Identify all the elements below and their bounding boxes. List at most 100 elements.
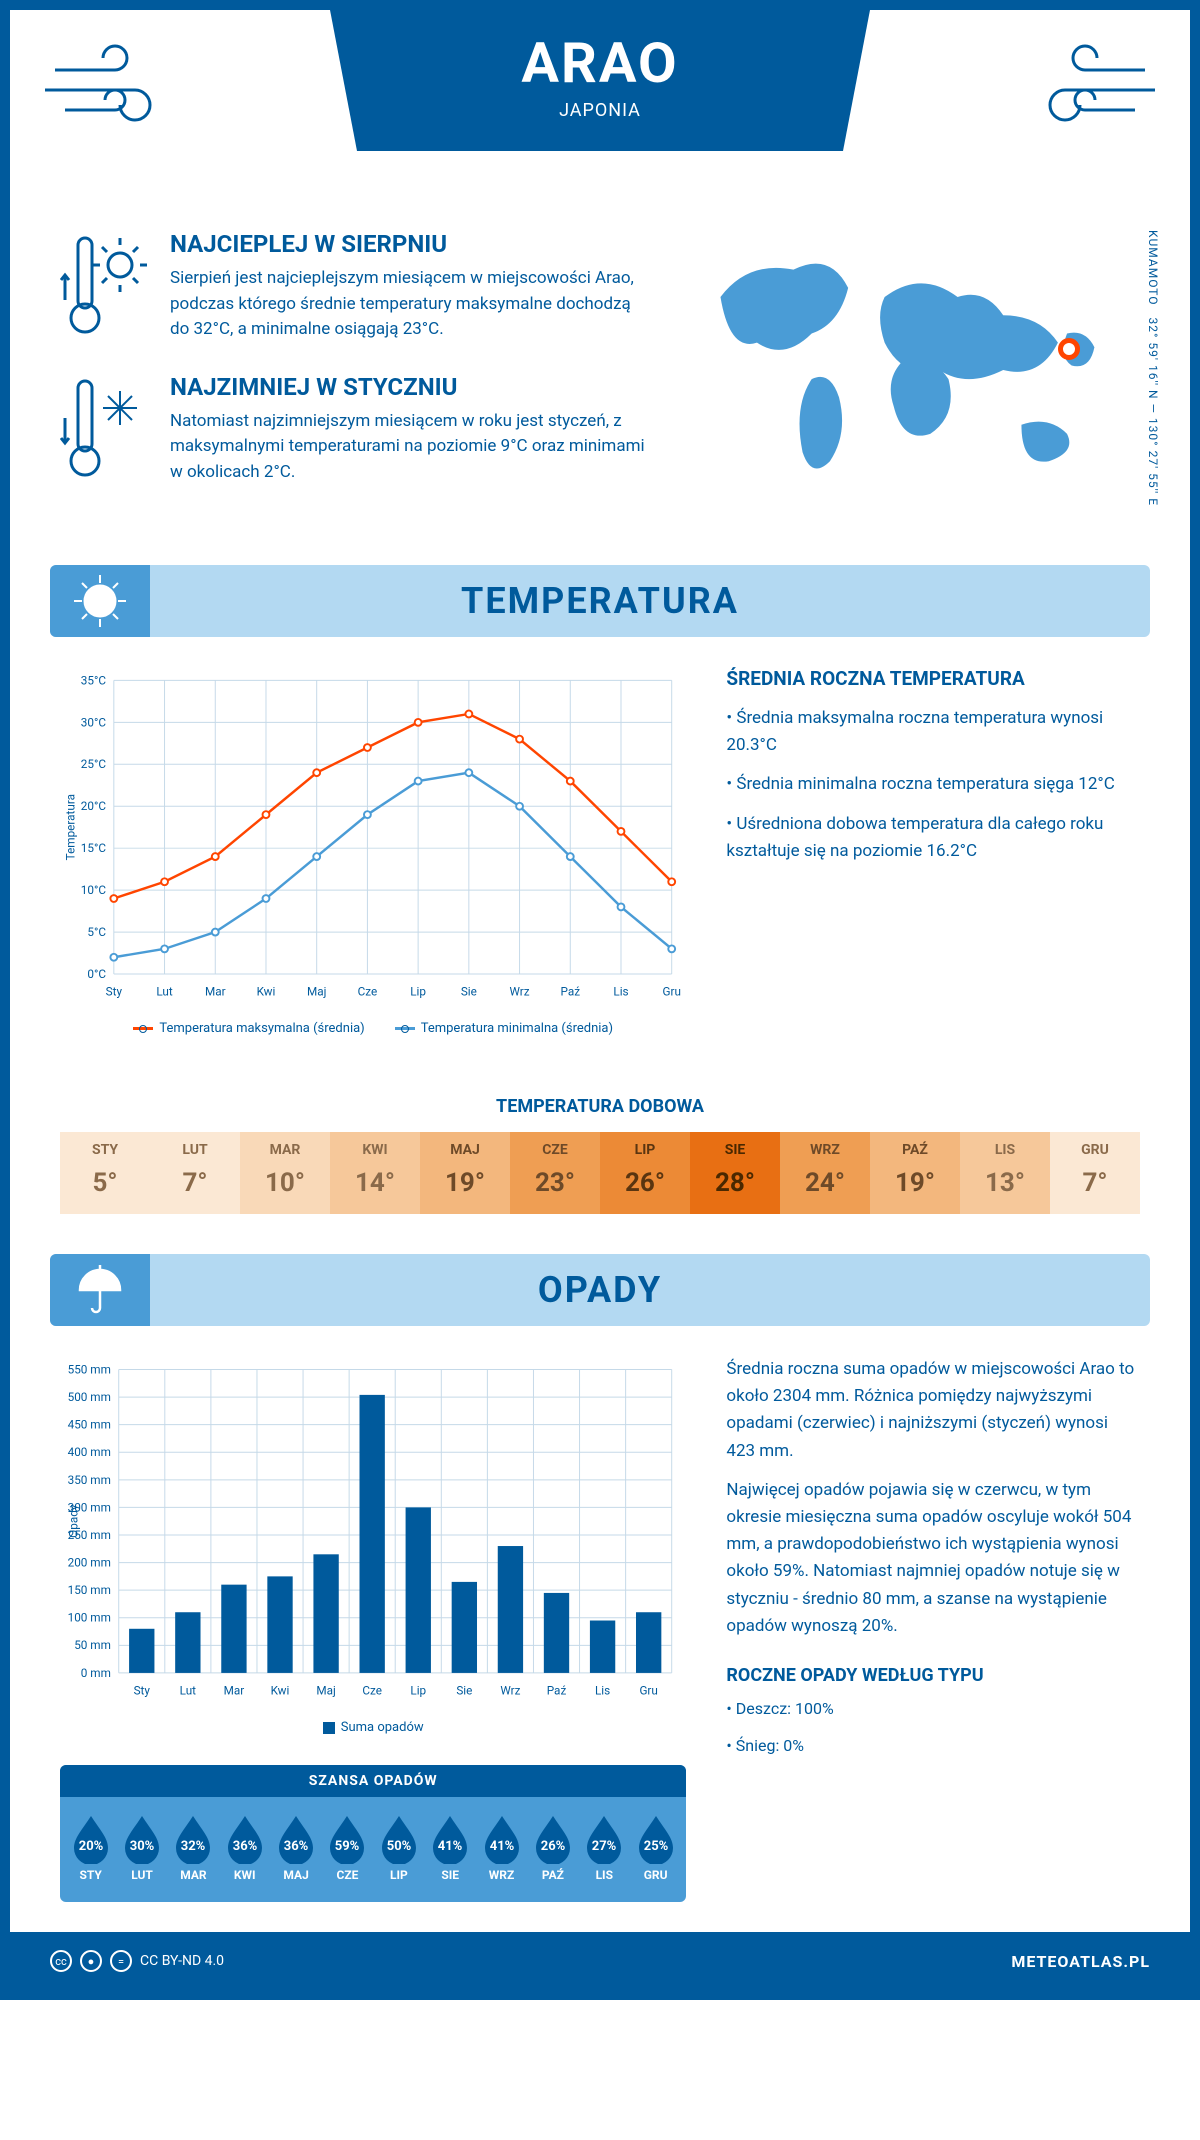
rain-drop: 26% PAŹ [532,1812,574,1882]
svg-text:32%: 32% [181,1839,206,1854]
svg-text:26%: 26% [541,1839,566,1854]
sun-icon [50,565,150,637]
thermometer-hot-icon [60,230,150,340]
svg-text:Cze: Cze [358,985,378,999]
temp-bullet: Średnia maksymalna roczna temperatura wy… [726,705,1140,759]
svg-text:Paź: Paź [547,1683,567,1697]
license-block: cc ● = CC BY-ND 4.0 [50,1950,224,1972]
intro-row: NAJCIEPLEJ W SIERPNIU Sierpień jest najc… [10,190,1190,545]
cold-block: NAJZIMNIEJ W STYCZNIU Natomiast najzimni… [60,373,654,486]
svg-text:20°C: 20°C [81,799,107,813]
svg-text:450 mm: 450 mm [68,1418,111,1432]
svg-text:Wrz: Wrz [510,985,530,999]
rain-chart-col: 0 mm50 mm100 mm150 mm200 mm250 mm300 mm3… [60,1356,686,1902]
temp-line-chart: 0°C5°C10°C15°C20°C25°C30°C35°CStyLutMarK… [60,667,686,1007]
page: ARAO JAPONIA [0,0,1200,2000]
cold-title: NAJZIMNIEJ W STYCZNIU [170,373,654,401]
region-label: KUMAMOTO [1146,230,1160,306]
temp-legend: Temperatura maksymalna (średnia) Tempera… [60,1021,686,1036]
svg-text:Gru: Gru [662,985,680,999]
rain-legend: Suma opadów [60,1720,686,1735]
svg-text:36%: 36% [284,1839,309,1854]
coordinates: KUMAMOTO 32° 59' 16'' N — 130° 27' 55'' … [1146,230,1160,506]
license-text: CC BY-ND 4.0 [140,1953,224,1969]
temp-cell: GRU7° [1050,1132,1140,1214]
svg-text:400 mm: 400 mm [68,1445,111,1459]
footer: cc ● = CC BY-ND 4.0 METEOATLAS.PL [10,1932,1190,1990]
temp-cell: MAJ19° [420,1132,510,1214]
temp-text-col: ŚREDNIA ROCZNA TEMPERATURA Średnia maksy… [726,667,1140,1036]
annual-type-title: ROCZNE OPADY WEDŁUG TYPU [726,1665,1140,1686]
thermometer-cold-icon [60,373,150,483]
svg-text:Paź: Paź [561,985,581,999]
temp-cell: STY5° [60,1132,150,1214]
rain-text-col: Średnia roczna suma opadów w miejscowośc… [726,1356,1140,1902]
svg-text:100 mm: 100 mm [68,1611,111,1625]
svg-text:350 mm: 350 mm [68,1473,111,1487]
city-title: ARAO [330,30,870,96]
rain-content-row: 0 mm50 mm100 mm150 mm200 mm250 mm300 mm3… [10,1356,1190,1932]
svg-text:550 mm: 550 mm [68,1362,111,1376]
svg-text:Wrz: Wrz [500,1683,520,1697]
intro-right: KUMAMOTO 32° 59' 16'' N — 130° 27' 55'' … [684,230,1140,515]
svg-text:Sty: Sty [106,985,123,999]
hot-title: NAJCIEPLEJ W SIERPNIU [170,230,654,258]
rain-drop: 50% LIP [378,1812,420,1882]
temp-heading: TEMPERATURA [50,580,1150,622]
svg-text:Opady: Opady [67,1504,81,1538]
annual-rain: Deszcz: 100% [736,1699,834,1718]
rain-drop: 41% WRZ [481,1812,523,1882]
legend-rain-label: Suma opadów [341,1720,424,1735]
svg-text:0 mm: 0 mm [81,1666,111,1680]
hot-body: Sierpień jest najcieplejszym miesiącem w… [170,266,654,343]
svg-text:Lis: Lis [613,985,628,999]
legend-max-label: Temperatura maksymalna (średnia) [159,1021,364,1036]
svg-text:Mar: Mar [224,1683,245,1697]
svg-text:Kwi: Kwi [257,985,276,999]
svg-text:50 mm: 50 mm [74,1638,111,1652]
hot-block: NAJCIEPLEJ W SIERPNIU Sierpień jest najc… [60,230,654,343]
legend-rain: Suma opadów [323,1720,424,1735]
temp-cell: LUT7° [150,1132,240,1214]
svg-text:59%: 59% [335,1839,360,1854]
rain-drop: 36% MAJ [275,1812,317,1882]
wind-icon-left [40,40,190,134]
rain-drop: 36% KWI [224,1812,266,1882]
temp-cell: LIP26° [600,1132,690,1214]
svg-text:Maj: Maj [316,1683,335,1697]
legend-max: Temperatura maksymalna (średnia) [133,1021,364,1036]
svg-text:30°C: 30°C [81,715,107,729]
temp-cell: PAŹ19° [870,1132,960,1214]
wind-icon-right [1010,40,1160,134]
svg-text:20%: 20% [78,1839,103,1854]
coords-label: 32° 59' 16'' N — 130° 27' 55'' E [1146,317,1160,506]
header: ARAO JAPONIA [10,10,1190,190]
svg-text:Gru: Gru [639,1683,657,1697]
header-banner: ARAO JAPONIA [330,10,870,151]
temp-cell: LIS13° [960,1132,1050,1214]
daily-temp-title: TEMPERATURA DOBOWA [10,1096,1190,1117]
umbrella-icon [50,1254,150,1326]
temp-cell: SIE28° [690,1132,780,1214]
rain-heading: OPADY [50,1269,1150,1311]
svg-text:500 mm: 500 mm [68,1390,111,1404]
rain-para2: Najwięcej opadów pojawia się w czerwcu, … [726,1477,1140,1640]
svg-text:5°C: 5°C [87,925,106,939]
country-subtitle: JAPONIA [330,100,870,121]
svg-text:150 mm: 150 mm [68,1583,111,1597]
by-icon: ● [80,1950,102,1972]
site-name: METEOATLAS.PL [1011,1952,1150,1971]
cold-body: Natomiast najzimniejszym miesiącem w rok… [170,409,654,486]
svg-text:36%: 36% [232,1839,257,1854]
svg-text:Sie: Sie [456,1683,472,1697]
temp-bullet: Uśredniona dobowa temperatura dla całego… [726,811,1140,865]
legend-min: Temperatura minimalna (średnia) [395,1021,613,1036]
temp-cell: KWI14° [330,1132,420,1214]
drops-row: 20% STY 30% LUT 32% MAR 36% KWI 36% MAJ [60,1797,686,1887]
svg-text:0°C: 0°C [87,967,106,981]
temp-cell: MAR10° [240,1132,330,1214]
svg-text:10°C: 10°C [81,883,107,897]
temp-content-row: 0°C5°C10°C15°C20°C25°C30°C35°CStyLutMarK… [10,667,1190,1066]
temp-bullets: Średnia maksymalna roczna temperatura wy… [726,705,1140,865]
temp-cell: WRZ24° [780,1132,870,1214]
